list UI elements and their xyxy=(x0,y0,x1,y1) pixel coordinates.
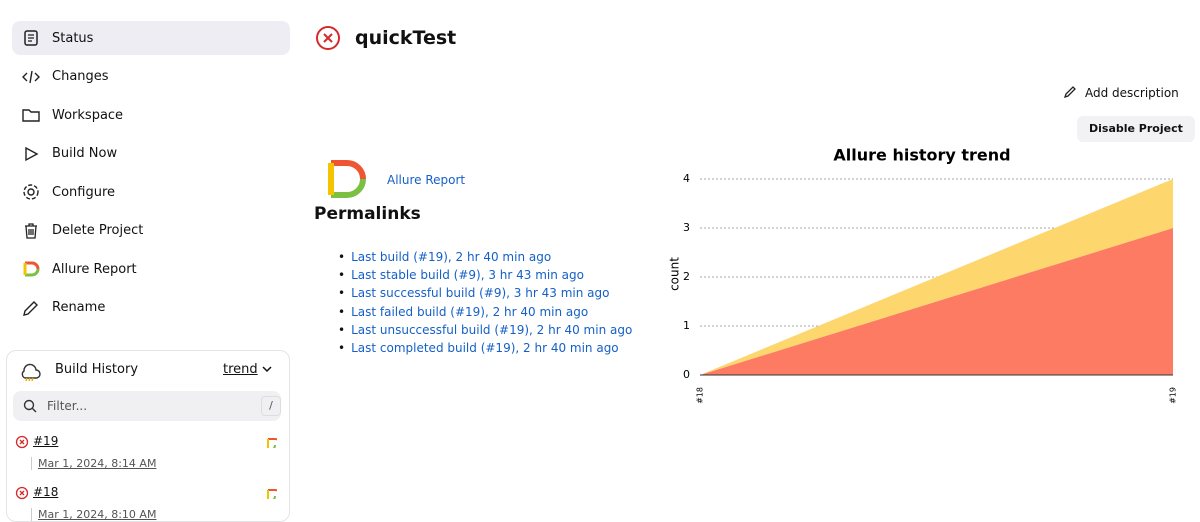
nav-icon xyxy=(25,222,37,239)
nav-item[interactable]: Changes xyxy=(12,60,290,94)
build-status xyxy=(15,435,29,449)
x-tick-label: #19 xyxy=(1169,387,1178,404)
nav-label: Configure xyxy=(52,184,116,200)
nav-item[interactable]: Build Now xyxy=(12,137,290,171)
x-tick-label: #18 xyxy=(696,387,705,404)
permalink[interactable]: Last successful build (#9), 3 hr 43 min … xyxy=(338,286,632,304)
build-history: Build History trend Filter... / #19 Mar 1… xyxy=(6,350,290,522)
filter-box[interactable]: Filter... / xyxy=(13,391,281,421)
permalinks-title: Permalinks xyxy=(314,204,421,224)
y-axis-label: count xyxy=(668,257,682,291)
allure-logo xyxy=(328,160,366,198)
nav-item[interactable]: Allure Report xyxy=(12,252,290,286)
search-icon xyxy=(23,399,37,413)
chart-title: Allure history trend xyxy=(833,146,1010,165)
build-number[interactable]: #18 xyxy=(33,485,59,499)
build-date: Mar 1, 2024, 8:14 AM xyxy=(31,457,156,470)
permalink[interactable]: Last completed build (#19), 2 hr 40 min … xyxy=(338,341,632,359)
y-tick-label: 3 xyxy=(683,221,690,234)
permalink[interactable]: Last unsuccessful build (#19), 2 hr 40 m… xyxy=(338,323,632,341)
build-status xyxy=(15,486,29,500)
filter-placeholder: Filter... xyxy=(47,399,88,413)
chart: Allure history trend count 0 1 2 3 4 #18 #19 xyxy=(668,146,1178,404)
nav-label: Rename xyxy=(52,300,106,315)
y-tick-label: 2 xyxy=(683,270,690,283)
nav-label: Status xyxy=(52,30,94,46)
nav-label: Changes xyxy=(52,69,109,84)
area xyxy=(700,179,1173,375)
permalink[interactable]: Last failed build (#19), 2 hr 40 min ago xyxy=(338,305,632,323)
nav-icon xyxy=(22,109,40,122)
add-description[interactable]: Add description xyxy=(1085,86,1179,100)
build-allure xyxy=(267,438,277,448)
disable-button[interactable]: Disable Project xyxy=(1077,116,1195,142)
build-allure xyxy=(267,489,277,499)
permalink[interactable]: Last stable build (#9), 3 hr 43 min ago xyxy=(338,268,632,286)
nav-label: Delete Project xyxy=(52,223,144,238)
nav-label: Build Now xyxy=(52,146,118,161)
nav-icon xyxy=(22,70,40,83)
permalinks: Last build (#19), 2 hr 40 min agoLast st… xyxy=(338,250,632,359)
nav-icon xyxy=(23,184,39,200)
nav-icon xyxy=(23,261,40,277)
nav-item[interactable]: Delete Project xyxy=(12,214,290,248)
build-number[interactable]: #19 xyxy=(33,434,59,448)
y-tick-label: 1 xyxy=(683,319,690,332)
shortcut: / xyxy=(261,396,281,416)
job-title: quickTest xyxy=(355,27,457,49)
chevron[interactable] xyxy=(261,364,273,374)
nav-item[interactable]: Workspace xyxy=(12,98,290,132)
nav-icon xyxy=(24,30,38,46)
nav-label: Allure Report xyxy=(52,261,137,277)
permalink[interactable]: Last build (#19), 2 hr 40 min ago xyxy=(338,250,632,268)
y-tick-label: 0 xyxy=(683,368,690,381)
failed-icon xyxy=(316,26,340,50)
history-icon xyxy=(21,363,41,381)
allure-link[interactable]: Allure Report xyxy=(387,173,466,187)
nav-item[interactable]: Status xyxy=(12,21,290,55)
history-title: Build History xyxy=(55,362,139,377)
nav-item[interactable]: Rename xyxy=(12,291,290,325)
nav-icon xyxy=(23,300,38,316)
nav-icon xyxy=(25,146,39,161)
y-tick-label: 4 xyxy=(683,172,690,185)
nav-label: Workspace xyxy=(52,107,124,123)
trend-link[interactable]: trend xyxy=(223,362,258,377)
build-date: Mar 1, 2024, 8:10 AM xyxy=(31,508,156,521)
nav-item[interactable]: Configure xyxy=(12,175,290,209)
pencil-icon xyxy=(1063,86,1076,99)
